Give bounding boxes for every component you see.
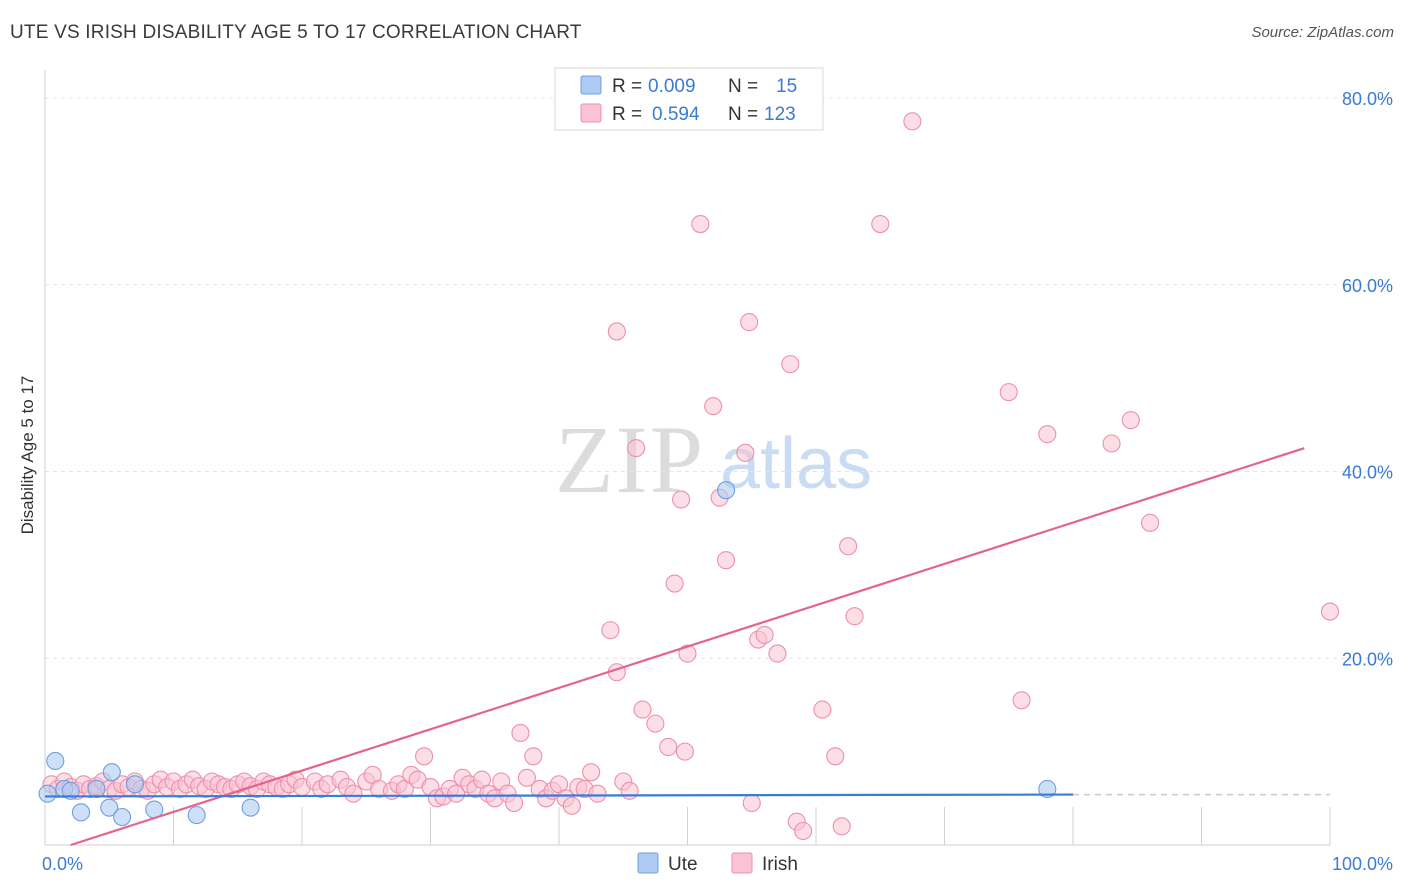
irish-point — [511, 723, 530, 743]
irish-point — [1320, 602, 1340, 621]
irish-point — [517, 768, 536, 787]
irish-point — [755, 625, 774, 644]
irish-point — [826, 747, 845, 766]
irish-point — [839, 537, 858, 556]
legend-n-label-irish: N = — [728, 104, 758, 125]
legend-n-value-irish: 123 — [764, 104, 796, 125]
irish-point — [903, 112, 922, 131]
trend-lines — [44, 447, 1330, 847]
bottom-legend-label-ute: Ute — [668, 854, 698, 875]
irish-point — [781, 355, 800, 374]
y-tick-label: 60.0% — [1342, 276, 1393, 296]
ute-point — [100, 798, 119, 817]
legend-r-label-ute: R = — [612, 76, 642, 97]
ute-point — [113, 807, 132, 827]
irish-point — [620, 781, 639, 800]
legend-swatch-irish — [580, 103, 602, 123]
irish-point — [665, 574, 684, 593]
bottom-legend-swatch-irish — [731, 852, 753, 874]
irish-point — [582, 763, 601, 782]
irish-point — [672, 490, 691, 509]
chart-source: Source: ZipAtlas.com — [1251, 24, 1394, 41]
ute-point — [716, 481, 736, 500]
legend-r-value-irish: 0.594 — [652, 104, 700, 125]
gridlines — [45, 97, 1392, 659]
x-tick-label: 100.0% — [1332, 854, 1393, 874]
legend-swatch-ute — [580, 75, 602, 95]
x-tick-label: 0.0% — [42, 854, 83, 874]
irish-point — [1121, 411, 1140, 430]
y-tick-label: 20.0% — [1342, 649, 1393, 669]
ute-point — [241, 798, 260, 817]
irish-point — [627, 439, 646, 458]
bottom-legend: Ute Irish — [637, 852, 798, 875]
watermark-atlas: atlas — [720, 424, 872, 504]
irish-point — [704, 397, 723, 416]
irish-point — [768, 644, 787, 663]
irish-point — [871, 215, 890, 234]
bottom-legend-label-irish: Irish — [762, 854, 798, 875]
irish-point — [646, 714, 665, 733]
irish-point — [1141, 513, 1160, 532]
irish-point — [633, 700, 652, 719]
irish-point — [447, 784, 466, 803]
irish-point — [832, 817, 851, 836]
y-tick-label: 40.0% — [1342, 463, 1393, 483]
irish-point — [344, 784, 363, 803]
irish-point — [740, 313, 759, 332]
irish-point — [659, 737, 678, 757]
ute-point — [187, 806, 206, 825]
ute-point — [1038, 779, 1057, 799]
irish-point — [504, 793, 524, 813]
y-tick-label: 80.0% — [1342, 89, 1393, 109]
ute-points — [38, 481, 1057, 827]
legend-n-label-ute: N = — [728, 76, 758, 97]
irish-point — [736, 443, 755, 462]
irish-point — [678, 644, 697, 663]
ute-point — [125, 775, 144, 794]
ute-point — [102, 763, 121, 782]
ute-point — [87, 779, 106, 799]
irish-point — [1038, 425, 1057, 444]
ute-trend-line — [44, 793, 1074, 798]
irish-point — [607, 322, 626, 341]
irish-point — [1012, 691, 1031, 710]
irish-point — [1102, 434, 1121, 453]
legend-r-label-irish: R = — [612, 104, 642, 125]
ute-point — [38, 784, 57, 803]
irish-point — [562, 796, 581, 815]
irish-point — [999, 383, 1018, 402]
irish-point — [675, 742, 694, 761]
ute-point — [46, 751, 65, 771]
tick-labels: 20.0% 40.0% 60.0% 80.0% 0.0% 100.0% — [42, 89, 1393, 874]
irish-point — [794, 821, 813, 841]
irish-point — [716, 551, 736, 570]
irish-point — [415, 747, 434, 766]
irish-point — [813, 700, 832, 719]
axes — [44, 70, 1331, 846]
legend-r-value-ute: 0.009 — [648, 76, 696, 97]
irish-point — [691, 215, 710, 234]
irish-trend-line — [70, 447, 1305, 847]
irish-point — [845, 607, 864, 626]
irish-point — [588, 784, 607, 803]
legend-box: R = 0.009 N = 15 R = 0.594 N = 123 — [554, 67, 824, 131]
legend-n-value-ute: 15 — [776, 76, 797, 97]
ute-point — [61, 781, 80, 800]
chart-title: UTE VS IRISH DISABILITY AGE 5 TO 17 CORR… — [10, 22, 582, 43]
ute-point — [71, 803, 91, 822]
irish-point — [524, 747, 543, 766]
bottom-legend-swatch-ute — [637, 852, 659, 874]
irish-point — [742, 793, 761, 813]
irish-point — [601, 621, 620, 640]
